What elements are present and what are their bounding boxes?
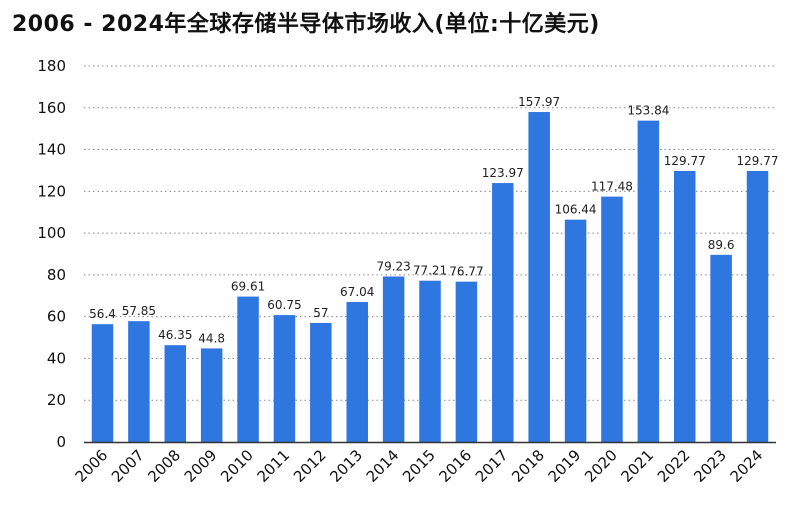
data-label: 157.97 <box>518 95 560 109</box>
data-label: 69.61 <box>231 280 265 294</box>
data-label: 77.21 <box>413 264 447 278</box>
bar <box>710 254 732 442</box>
bar <box>637 120 660 443</box>
x-axis-ticks: 2006200720082009201020112012201320142015… <box>72 446 767 486</box>
data-label: 153.84 <box>627 104 669 118</box>
bar <box>91 324 114 442</box>
data-label: 117.48 <box>591 180 633 194</box>
bar <box>419 280 441 442</box>
data-label: 57 <box>313 306 328 320</box>
x-tick-label: 2015 <box>399 446 439 486</box>
x-tick-label: 2017 <box>472 446 512 486</box>
data-label: 76.77 <box>449 265 483 279</box>
data-label: 106.44 <box>555 203 597 217</box>
data-label: 56.4 <box>89 307 116 321</box>
gridlines <box>84 65 776 401</box>
bar <box>128 321 150 442</box>
chart-title: 2006 - 2024年全球存储半导体市场收入(单位:十亿美元) <box>12 12 600 37</box>
y-tick-label: 180 <box>37 57 66 75</box>
bar <box>746 170 769 442</box>
y-tick-label: 160 <box>37 99 66 117</box>
y-tick-label: 40 <box>47 349 66 367</box>
data-label: 67.04 <box>340 285 374 299</box>
bar <box>164 345 187 442</box>
bar <box>673 170 696 442</box>
x-tick-label: 2011 <box>254 446 294 486</box>
x-tick-label: 2007 <box>108 446 148 486</box>
bars <box>91 112 769 443</box>
data-label: 79.23 <box>376 259 410 273</box>
bar <box>564 219 587 442</box>
x-tick-label: 2008 <box>144 446 184 486</box>
bar <box>455 281 478 442</box>
bar <box>273 315 296 442</box>
bar <box>237 296 259 442</box>
x-tick-label: 2024 <box>727 446 767 486</box>
data-label: 60.75 <box>267 298 301 312</box>
x-tick-label: 2021 <box>617 446 657 486</box>
data-label: 57.85 <box>122 304 156 318</box>
x-tick-label: 2020 <box>581 446 621 486</box>
bar <box>382 276 405 442</box>
data-label: 44.8 <box>198 331 225 345</box>
bar <box>601 196 623 442</box>
bar <box>528 112 550 442</box>
x-tick-label: 2016 <box>435 446 475 486</box>
y-tick-label: 140 <box>37 141 66 159</box>
y-tick-label: 20 <box>47 391 66 409</box>
x-tick-label: 2022 <box>654 446 694 486</box>
y-tick-label: 120 <box>37 182 66 200</box>
bar <box>310 322 332 442</box>
x-tick-label: 2023 <box>690 446 730 486</box>
x-tick-label: 2019 <box>545 446 585 486</box>
y-tick-label: 80 <box>47 266 66 284</box>
bar <box>346 301 368 442</box>
bar <box>200 348 223 442</box>
y-tick-label: 0 <box>56 433 66 451</box>
x-tick-label: 2013 <box>326 446 366 486</box>
x-tick-label: 2014 <box>363 446 403 486</box>
x-tick-label: 2006 <box>72 446 112 486</box>
data-label: 129.77 <box>664 154 706 168</box>
data-label: 123.97 <box>482 166 524 180</box>
data-label: 129.77 <box>737 154 779 168</box>
x-tick-label: 2018 <box>508 446 548 486</box>
x-tick-label: 2012 <box>290 446 330 486</box>
data-label: 46.35 <box>158 328 192 342</box>
y-tick-label: 100 <box>37 224 66 242</box>
bar <box>492 183 514 442</box>
y-axis-ticks: 0 20 40 60 80 100 120 140 160 180 <box>37 57 66 451</box>
x-tick-label: 2010 <box>217 446 257 486</box>
data-label: 89.6 <box>708 238 735 252</box>
x-tick-label: 2009 <box>181 446 221 486</box>
y-tick-label: 60 <box>47 308 66 326</box>
